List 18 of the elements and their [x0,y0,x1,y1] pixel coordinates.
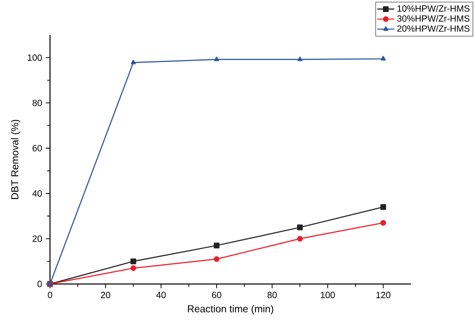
x-tick-label: 100 [320,292,335,298]
x-tick-label: 20 [100,292,110,298]
y-tick-label: 40 [32,190,42,197]
legend-label: 30%HPW/Zr-HMS [397,15,470,22]
y-tick-label: 0 [38,280,42,288]
x-tick-label: 60 [212,292,222,298]
legend-label: 20%HPW/Zr-HMS [397,25,470,32]
y-tick-label: 80 [32,100,42,106]
x-tick-label: 120 [376,292,390,298]
y-tick-label: 20 [32,236,42,242]
legend-label: 10%HPW/Zr-HMS [398,5,470,12]
x-axis-title: Reaction time (min) [188,305,274,314]
y-tick-label: 100 [28,54,42,61]
y-tick-label: 60 [32,144,42,152]
x-tick-label: 0 [48,292,52,298]
x-tick-label: 80 [268,292,277,298]
y-axis-title: DBT Removal (%) [11,120,20,199]
x-tick-label: 40 [156,292,166,298]
